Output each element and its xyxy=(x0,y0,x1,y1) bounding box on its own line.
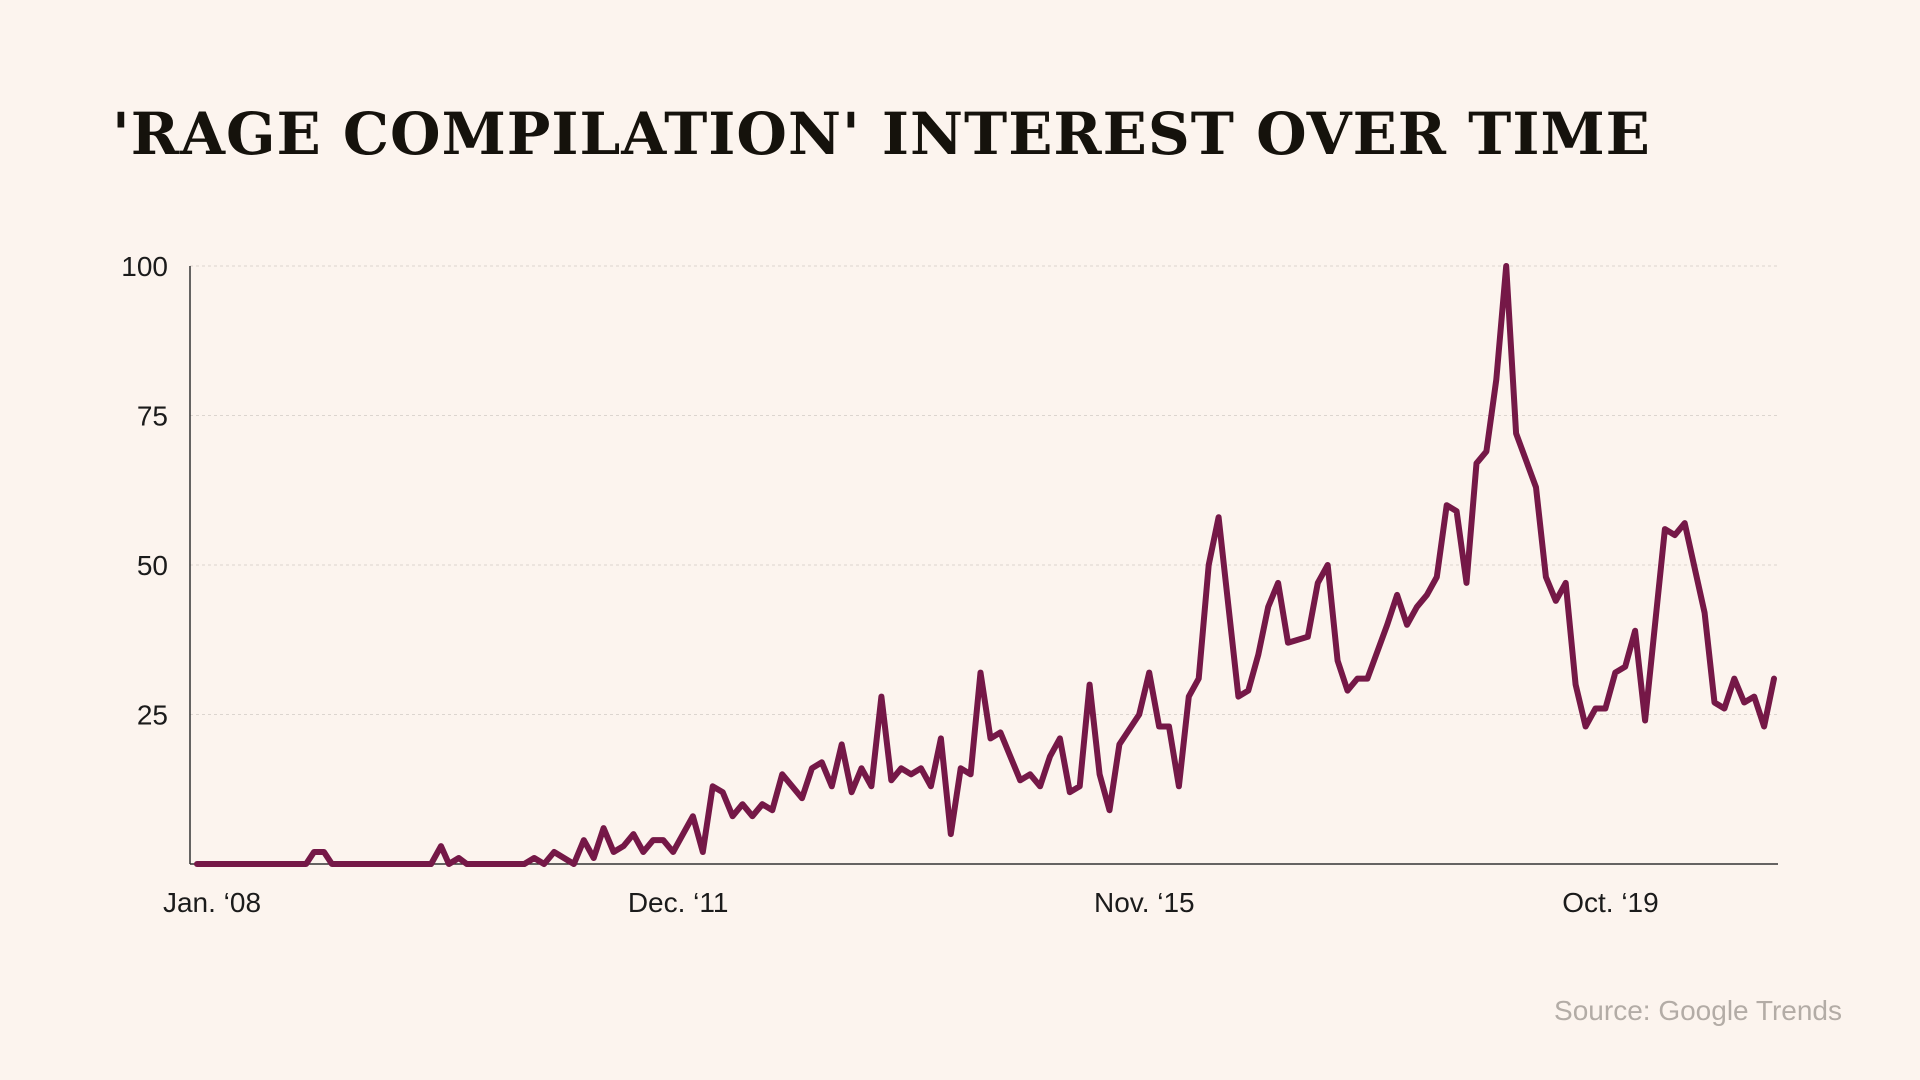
x-tick-label: Jan. ‘08 xyxy=(163,887,261,918)
chart-title: 'RAGE COMPILATION' INTEREST OVER TIME xyxy=(112,100,1651,168)
grid-lines xyxy=(190,265,1778,715)
y-tick-label: 25 xyxy=(137,700,168,731)
x-tick-label: Oct. ‘19 xyxy=(1562,887,1658,918)
series-layer xyxy=(194,263,1777,867)
source-note: Source: Google Trends xyxy=(1554,995,1842,1026)
x-tick-labels: Jan. ‘08 Dec. ‘11 Nov. ‘15 Oct. ‘19 xyxy=(163,887,1659,918)
y-tick-label: 50 xyxy=(137,550,168,581)
y-tick-labels: 100 75 50 25 xyxy=(121,251,168,731)
x-tick-label: Nov. ‘15 xyxy=(1094,887,1195,918)
series-line xyxy=(194,263,1777,867)
y-tick-label: 75 xyxy=(137,401,168,432)
y-tick-label: 100 xyxy=(121,251,168,282)
x-tick-label: Dec. ‘11 xyxy=(628,887,729,918)
